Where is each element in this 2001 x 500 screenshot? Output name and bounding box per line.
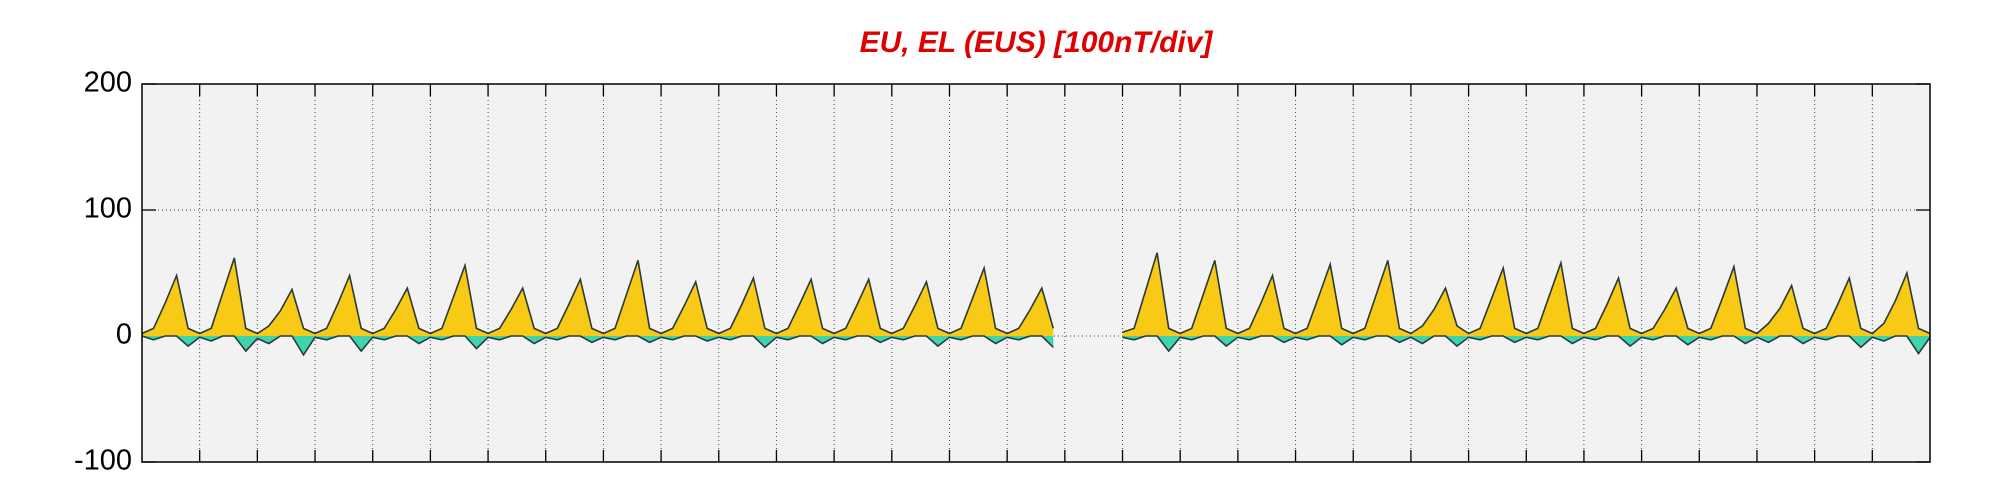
y-tick-label: 100 bbox=[84, 193, 132, 225]
line bbox=[1122, 335, 1931, 356]
area bbox=[142, 257, 1054, 336]
line bbox=[1122, 252, 1931, 335]
plot-area bbox=[142, 84, 1930, 462]
plot-frame bbox=[141, 83, 1931, 463]
y-tick-label: -100 bbox=[74, 445, 132, 477]
y-tick-label: 0 bbox=[116, 319, 132, 351]
area bbox=[1122, 252, 1930, 336]
line bbox=[141, 335, 1054, 357]
y-tick-label: 200 bbox=[84, 67, 132, 99]
line bbox=[141, 257, 1055, 335]
chart-title: EU, EL (EUS) [100nT/div] bbox=[860, 26, 1214, 59]
